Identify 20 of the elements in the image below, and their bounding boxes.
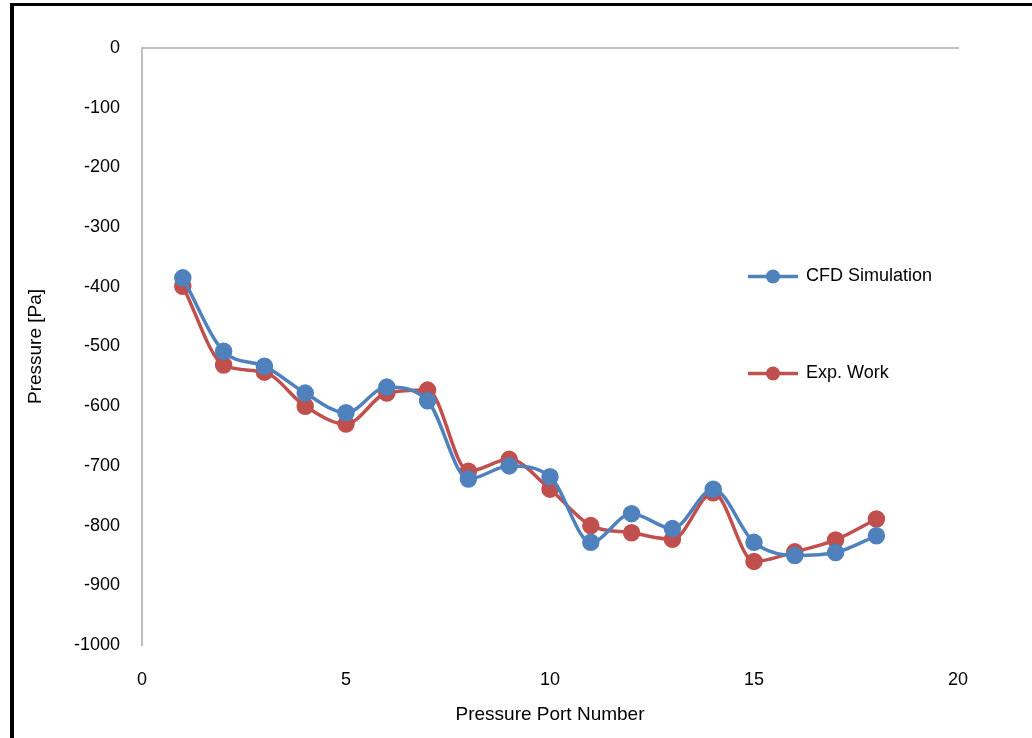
x-tick-label: 5 <box>340 668 352 689</box>
x-axis-title: Pressure Port Number <box>455 702 646 724</box>
y-tick-label: -600 <box>83 395 120 416</box>
x-tick-label: 20 <box>947 668 969 689</box>
y-tick-label: -100 <box>83 96 120 117</box>
y-tick-label: -500 <box>83 335 120 356</box>
y-tick-label: -700 <box>83 454 120 475</box>
y-tick-label: -200 <box>83 156 120 177</box>
y-tick-label: -900 <box>83 574 120 595</box>
y-tick-label: -300 <box>83 216 120 237</box>
y-tick-label: -800 <box>83 514 120 535</box>
y-tick-label: -400 <box>83 275 120 296</box>
x-tick-label: 10 <box>539 668 561 689</box>
y-tick-label: 0 <box>109 36 120 57</box>
x-tick-label: 0 <box>136 668 148 689</box>
y-tick-label: -1000 <box>73 633 120 654</box>
legend-label: Exp. Work <box>806 362 890 383</box>
x-tick-label: 15 <box>743 668 765 689</box>
legend-label: CFD Simulation <box>806 265 933 286</box>
y-axis-title: Pressure [Pa] <box>23 288 45 405</box>
